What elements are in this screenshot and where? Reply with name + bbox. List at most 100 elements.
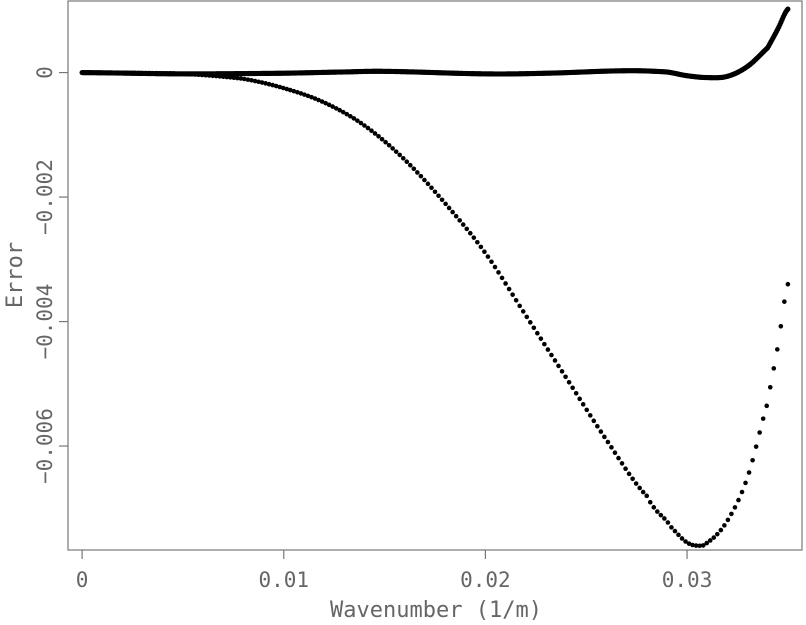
data-point [157, 70, 163, 76]
data-point [563, 374, 568, 380]
x-axis-label: Wavenumber (1/m) [330, 598, 542, 623]
data-point [256, 79, 261, 85]
data-point [446, 205, 452, 211]
data-point [192, 72, 198, 77]
data-point [439, 197, 445, 203]
data-point [605, 439, 611, 445]
data-point [228, 75, 233, 80]
y-axis-label: Error [3, 242, 28, 308]
data-point [111, 70, 117, 76]
data-point [235, 75, 240, 81]
data-point [658, 512, 664, 518]
data-point [722, 523, 727, 528]
data-point [242, 76, 247, 82]
data-point [323, 100, 328, 106]
data-point [400, 155, 406, 161]
data-point [591, 418, 597, 424]
data-point [785, 281, 791, 287]
data-point [602, 434, 607, 440]
data-point [302, 92, 307, 97]
data-point [482, 249, 487, 254]
data-point [633, 481, 639, 486]
data-point [753, 444, 759, 449]
data-point [782, 299, 787, 304]
data-point [86, 70, 92, 75]
data-point [238, 76, 244, 81]
data-point [506, 286, 512, 292]
data-point [312, 96, 318, 101]
y-tick-label: −0.006 [33, 408, 57, 484]
data-point [210, 73, 215, 79]
data-point [220, 74, 226, 79]
data-point [700, 543, 706, 548]
data-point [358, 120, 364, 126]
data-point [775, 347, 780, 352]
data-point [263, 81, 268, 86]
data-point [764, 403, 770, 409]
data-point [492, 264, 498, 270]
data-point [609, 445, 614, 450]
data-point [535, 330, 540, 336]
data-point [432, 189, 438, 195]
data-point [559, 369, 565, 374]
data-point [496, 270, 501, 275]
data-point [118, 70, 124, 76]
data-point [280, 85, 286, 91]
data-point [623, 466, 628, 471]
data-point [418, 173, 424, 179]
data-point [693, 543, 699, 548]
data-point [372, 131, 378, 136]
data-point [767, 385, 773, 390]
data-point [390, 146, 395, 151]
data-point [266, 81, 272, 87]
data-point [640, 489, 646, 495]
data-point [196, 72, 201, 78]
data-point [213, 73, 219, 79]
data-point [125, 70, 131, 76]
data-point [460, 222, 466, 227]
data-point [100, 70, 106, 75]
data-point [651, 505, 657, 510]
data-point [531, 325, 537, 331]
data-point [411, 166, 417, 172]
data-point [785, 6, 791, 12]
data-point [542, 341, 547, 347]
data-point [556, 363, 561, 369]
data-point [422, 177, 427, 183]
data-point [587, 413, 593, 418]
data-point [626, 471, 632, 477]
data-point [478, 244, 484, 250]
data-point [425, 181, 431, 187]
data-point [715, 531, 720, 537]
x-tick-label: 0.03 [662, 568, 713, 592]
data-point [619, 461, 625, 466]
data-point [669, 525, 674, 530]
data-point [760, 416, 766, 421]
tick-layer: 0 0.01 0.02 0.03 0 −0.002 −0.004 −0.006 [33, 66, 712, 592]
data-point [369, 128, 374, 133]
data-point [450, 209, 455, 215]
data-point [376, 133, 381, 139]
data-point [662, 516, 667, 521]
data-point [644, 493, 650, 499]
data-point [672, 528, 678, 534]
data-point [97, 70, 103, 75]
data-point [485, 254, 491, 259]
data-point [153, 70, 159, 76]
data-point [408, 162, 413, 168]
data-point [298, 91, 304, 96]
data-point [108, 70, 113, 76]
data-point [136, 70, 141, 76]
data-point [471, 235, 477, 240]
data-point [743, 480, 748, 486]
data-point [185, 71, 191, 77]
data-point [757, 430, 762, 435]
data-point [545, 347, 551, 352]
data-point [499, 275, 505, 281]
data-point [520, 309, 526, 314]
data-point [203, 72, 208, 78]
data-point [330, 104, 335, 109]
data-point [704, 540, 710, 546]
data-point [467, 230, 473, 236]
x-tick-label: 0.01 [258, 568, 309, 592]
